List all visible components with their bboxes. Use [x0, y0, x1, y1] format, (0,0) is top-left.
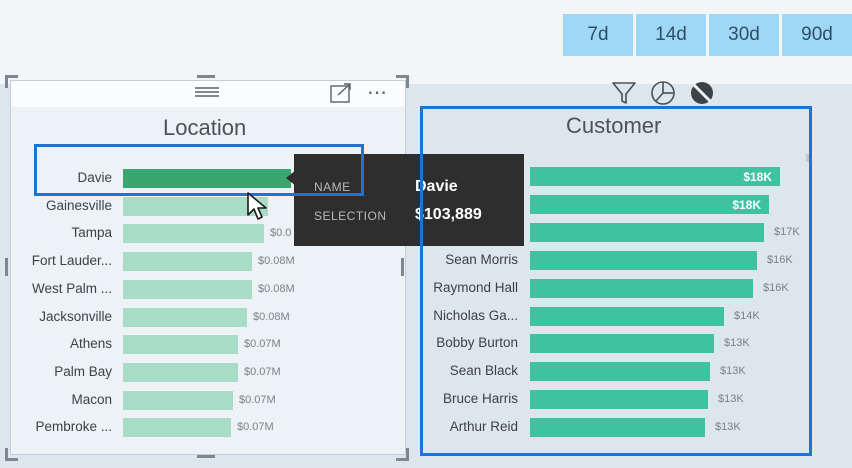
date-filter-7d[interactable]: 7d: [563, 14, 633, 56]
more-options-icon[interactable]: ⋯: [367, 82, 388, 104]
data-label: $0.08M: [258, 282, 295, 295]
data-label: $14K: [734, 309, 760, 322]
customer-bar[interactable]: [530, 250, 757, 270]
customer-bar[interactable]: [530, 362, 710, 382]
category-label: Macon: [71, 391, 112, 407]
category-label: West Palm ...: [31, 280, 112, 296]
customer-title: Customer: [566, 113, 662, 138]
data-label: $18K: [732, 197, 761, 212]
location-title: Location: [163, 115, 247, 140]
category-label: Athens: [69, 336, 112, 352]
category-label: Palm Bay: [54, 363, 112, 379]
category-label: Pembroke ...: [35, 419, 112, 435]
resize-handle-bottom[interactable]: [197, 455, 215, 458]
category-label: Sean Morris: [445, 251, 518, 267]
customer-bar[interactable]: [530, 167, 780, 186]
data-label: $0.07M: [237, 421, 274, 434]
analytics-icon[interactable]: [649, 79, 677, 107]
category-label: Davie: [77, 170, 112, 185]
customer-bar[interactable]: [530, 194, 769, 214]
drag-handle-icon[interactable]: [194, 85, 220, 99]
ban-icon[interactable]: [688, 79, 716, 107]
customer-bar[interactable]: [530, 278, 753, 298]
location-bar[interactable]: [123, 252, 252, 272]
location-bar[interactable]: [123, 279, 252, 299]
category-label: Sean Black: [449, 363, 518, 379]
hover-tooltip: NAME Davie SELECTION $103,889: [294, 154, 524, 246]
tooltip-pointer: [286, 170, 296, 186]
date-filter-30d[interactable]: 30d: [709, 14, 779, 56]
data-label: $16K: [767, 253, 793, 266]
location-bar[interactable]: [123, 418, 231, 438]
data-label: $0.07M: [244, 365, 281, 378]
filter-icon[interactable]: [611, 80, 637, 106]
customer-bar[interactable]: [530, 334, 714, 354]
category-label: Raymond Hall: [433, 279, 518, 295]
tooltip-selection-value: $103,889: [415, 206, 482, 223]
category-label: Arthur Reid: [449, 419, 518, 435]
customer-bar[interactable]: [530, 390, 708, 410]
data-label: $13K: [720, 365, 746, 378]
location-bar[interactable]: [123, 224, 264, 244]
tooltip-name-key: NAME: [314, 180, 351, 194]
category-label: Jacksonville: [39, 308, 112, 324]
category-label: Bobby Burton: [436, 335, 518, 351]
location-bar[interactable]: [123, 169, 291, 188]
category-label: Gainesville: [45, 197, 112, 213]
data-label: $13K: [724, 337, 750, 350]
resize-handle-left[interactable]: [5, 258, 8, 276]
resize-handle-right[interactable]: [401, 258, 404, 276]
highlight-box-customer: [420, 106, 812, 456]
location-bar[interactable]: [123, 307, 247, 327]
category-label: Bruce Harris: [442, 391, 518, 407]
location-bar[interactable]: [123, 390, 233, 410]
data-label: $0.08M: [258, 255, 295, 268]
customer-bar[interactable]: [530, 306, 724, 326]
data-label: $18K: [743, 170, 772, 184]
data-label: $0.07M: [239, 393, 276, 406]
mouse-cursor-icon: [247, 192, 267, 220]
category-label: Nicholas Ga...: [433, 307, 518, 323]
data-label: $17K: [774, 225, 800, 238]
resize-corner[interactable]: [5, 448, 18, 461]
data-label: $16K: [763, 281, 789, 294]
customer-bar[interactable]: [530, 418, 705, 438]
data-label: $13K: [718, 393, 744, 406]
resize-corner[interactable]: [396, 75, 409, 88]
resize-corner[interactable]: [5, 75, 18, 88]
date-filter-90d[interactable]: 90d: [782, 14, 852, 56]
data-label: $13K: [715, 421, 741, 434]
resize-handle-top[interactable]: [197, 75, 215, 78]
date-filter-14d[interactable]: 14d: [636, 14, 706, 56]
category-label: Fort Lauder...: [31, 253, 112, 269]
data-label: $0.0: [270, 227, 292, 240]
location-bar[interactable]: [123, 362, 238, 382]
tooltip-name-value: Davie: [415, 178, 458, 195]
highlight-box-davie: [34, 144, 364, 196]
tooltip-selection-key: SELECTION: [314, 209, 387, 223]
customer-bar[interactable]: [530, 222, 764, 242]
location-bar[interactable]: [123, 196, 268, 216]
data-label: $0.07M: [244, 338, 281, 351]
location-bar[interactable]: [123, 335, 238, 355]
category-label: Tampa: [71, 225, 112, 241]
focus-mode-icon[interactable]: [329, 82, 353, 104]
data-label: $0.08M: [253, 310, 290, 323]
resize-corner[interactable]: [396, 448, 409, 461]
